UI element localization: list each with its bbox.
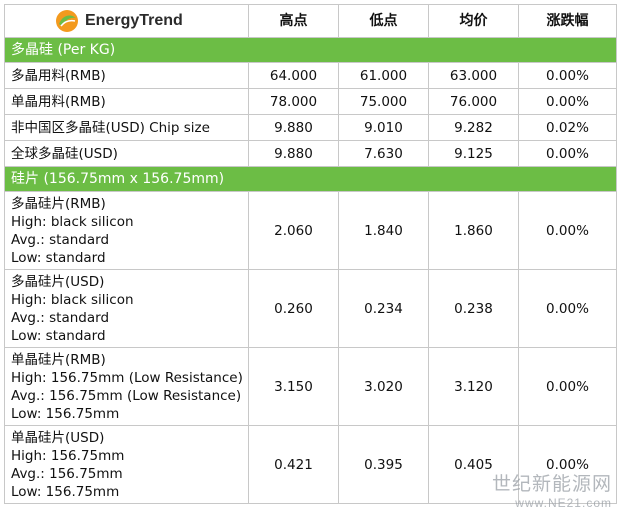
change-cell: 0.00% [518,140,617,167]
avg-price-cell: 9.282 [428,114,519,141]
avg-price-cell: 76.000 [428,88,519,115]
column-header-avg: 均价 [428,4,519,38]
table-row: 单晶硅片(USD) High: 156.75mm Avg.: 156.75mm Low… [4,425,617,504]
table-row: 多晶硅片(USD) High: black silicon Avg.: standa… [4,269,617,348]
brand-name: EnergyTrend [85,12,183,29]
product-name-cell: 全球多晶硅(USD) [4,140,249,167]
avg-price-cell: 1.860 [428,191,519,270]
high-price-cell: 78.000 [248,88,339,115]
high-price-cell: 2.060 [248,191,339,270]
product-name-cell: 单晶硅片(RMB) High: 156.75mm (Low Resistance)… [4,347,249,426]
column-header-high: 高点 [248,4,339,38]
low-price-cell: 0.234 [338,269,429,348]
change-cell: 0.00% [518,269,617,348]
low-price-cell: 9.010 [338,114,429,141]
product-spec: Low: 156.75mm [11,405,120,422]
product-spec: High: black silicon [11,291,134,308]
high-price-cell: 9.880 [248,140,339,167]
header-row: EnergyTrend 高点 低点 均价 涨跌幅 [4,4,617,38]
change-cell: 0.00% [518,425,617,504]
product-name: 单晶硅片(USD) [11,429,105,446]
high-price-cell: 9.880 [248,114,339,141]
product-name: 非中国区多晶硅(USD) Chip size [11,119,210,136]
product-name: 单晶用料(RMB) [11,93,106,110]
product-name-cell: 非中国区多晶硅(USD) Chip size [4,114,249,141]
change-cell: 0.00% [518,88,617,115]
low-price-cell: 75.000 [338,88,429,115]
product-spec: Low: standard [11,327,106,344]
watermark: 世纪新能源网 www.NE21.com [492,469,612,510]
product-spec: High: 156.75mm (Low Resistance) [11,369,243,386]
product-spec: High: black silicon [11,213,134,230]
product-name-cell: 多晶硅片(USD) High: black silicon Avg.: standa… [4,269,249,348]
product-spec: High: 156.75mm [11,447,125,464]
change-cell: 0.00% [518,62,617,89]
product-name-cell: 单晶硅片(USD) High: 156.75mm Avg.: 156.75mm Low… [4,425,249,504]
table-row: 多晶硅片(RMB) High: black silicon Avg.: standa… [4,191,617,270]
table-row: 多晶用料(RMB) 64.000 61.000 63.000 0.00% [4,62,617,89]
high-price-cell: 64.000 [248,62,339,89]
avg-price-cell: 0.238 [428,269,519,348]
high-price-cell: 0.421 [248,425,339,504]
table-row: 单晶用料(RMB) 78.000 75.000 76.000 0.00% [4,88,617,115]
table-row: 非中国区多晶硅(USD) Chip size 9.880 9.010 9.282 0.0… [4,114,617,141]
high-price-cell: 0.260 [248,269,339,348]
column-header-change: 涨跌幅 [518,4,617,38]
product-name: 多晶用料(RMB) [11,67,106,84]
change-cell: 0.02% [518,114,617,141]
watermark-text: 世纪新能源网 [491,473,612,495]
product-name: 多晶硅片(RMB) [11,195,106,212]
product-spec: Avg.: standard [11,309,110,326]
product-name-cell: 多晶硅片(RMB) High: black silicon Avg.: standa… [4,191,249,270]
low-price-cell: 1.840 [338,191,429,270]
product-name: 全球多晶硅(USD) [11,145,118,162]
product-spec: Low: standard [11,249,106,266]
product-spec: Avg.: 156.75mm [11,465,123,482]
price-table: EnergyTrend 高点 低点 均价 涨跌幅 多晶硅 (Per KG) 多晶用… [4,4,617,504]
product-spec: Low: 156.75mm [11,483,120,500]
energytrend-logo-icon [56,10,78,32]
low-price-cell: 7.630 [338,140,429,167]
low-price-cell: 0.395 [338,425,429,504]
avg-price-cell: 3.120 [428,347,519,426]
product-name: 多晶硅片(USD) [11,273,105,290]
low-price-cell: 61.000 [338,62,429,89]
section-header-row: 多晶硅 (Per KG) [4,37,617,63]
avg-price-cell: 0.405 [428,425,519,504]
section-header-row: 硅片 (156.75mm x 156.75mm) [4,166,617,192]
watermark-url: www.NE21.com [515,496,612,510]
column-header-low: 低点 [338,4,429,38]
energytrend-logo: EnergyTrend [55,9,242,33]
product-name-cell: 单晶用料(RMB) [4,88,249,115]
price-table-body: EnergyTrend 高点 低点 均价 涨跌幅 多晶硅 (Per KG) 多晶用… [4,4,617,504]
avg-price-cell: 63.000 [428,62,519,89]
avg-price-cell: 9.125 [428,140,519,167]
product-name-cell: 多晶用料(RMB) [4,62,249,89]
change-cell: 0.00% [518,347,617,426]
change-cell: 0.00% [518,191,617,270]
product-spec: Avg.: 156.75mm (Low Resistance) [11,387,242,404]
table-row: 全球多晶硅(USD) 9.880 7.630 9.125 0.00% [4,140,617,167]
product-name: 单晶硅片(RMB) [11,351,106,368]
section-title: 硅片 (156.75mm x 156.75mm) [4,166,617,192]
logo-cell: EnergyTrend [4,4,249,38]
section-title: 多晶硅 (Per KG) [4,37,617,63]
table-row: 单晶硅片(RMB) High: 156.75mm (Low Resistance)… [4,347,617,426]
high-price-cell: 3.150 [248,347,339,426]
product-spec: Avg.: standard [11,231,110,248]
low-price-cell: 3.020 [338,347,429,426]
